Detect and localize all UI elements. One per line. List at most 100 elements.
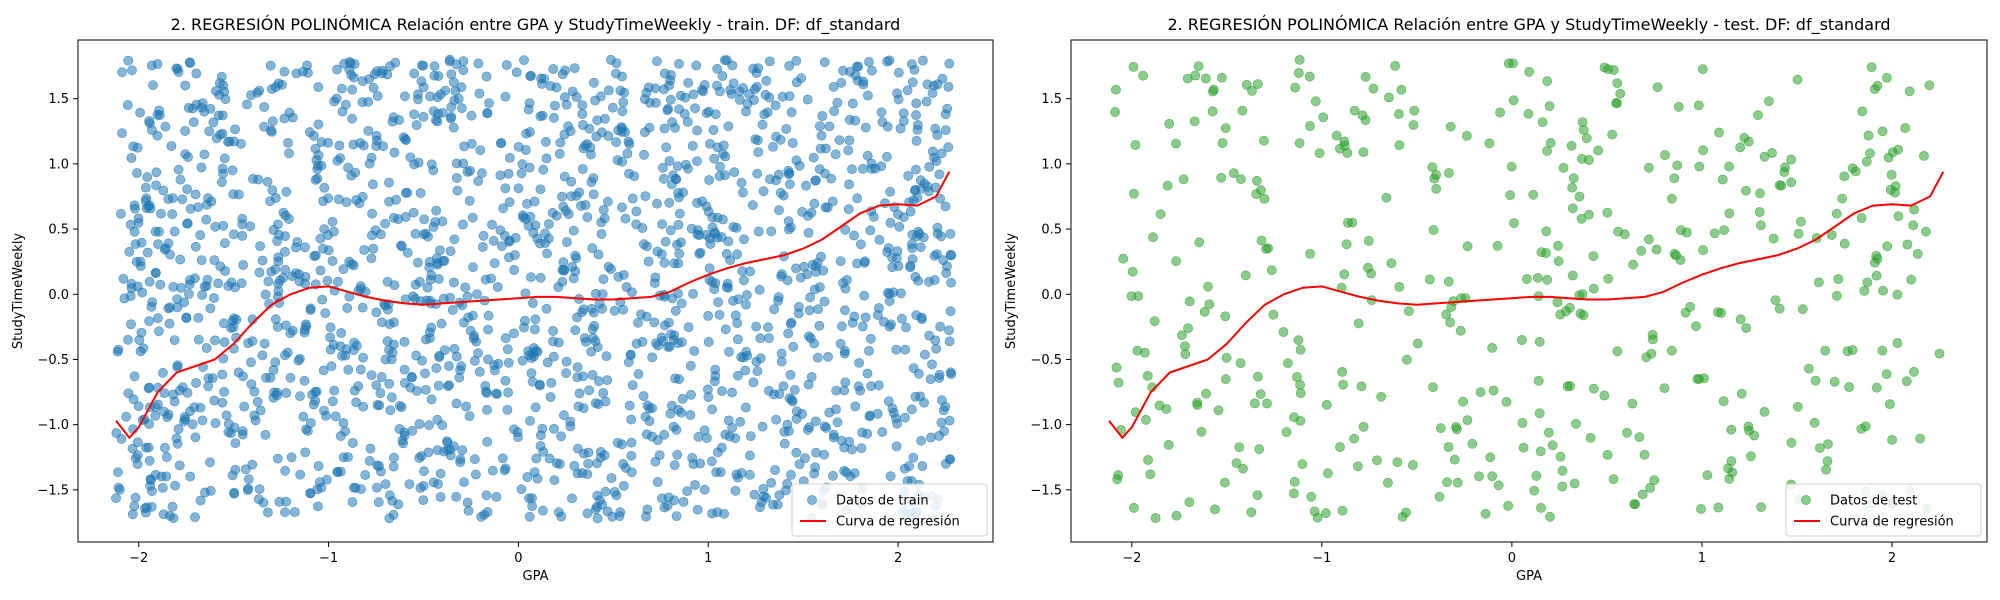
scatter-point xyxy=(783,216,794,226)
scatter-point xyxy=(1691,321,1701,332)
scatter-point xyxy=(132,168,142,178)
scatter-point xyxy=(473,58,484,69)
scatter-point xyxy=(709,228,720,239)
scatter-point xyxy=(246,379,257,389)
scatter-point xyxy=(764,92,775,103)
scatter-point xyxy=(626,414,637,425)
scatter-point xyxy=(1697,64,1708,74)
scatter-point xyxy=(483,354,493,365)
scatter-point xyxy=(230,124,240,135)
scatter-point xyxy=(152,110,163,120)
scatter-point xyxy=(701,229,712,240)
scatter-point xyxy=(419,466,429,477)
scatter-point xyxy=(298,411,309,422)
scatter-point xyxy=(944,58,955,69)
scatter-point xyxy=(338,418,349,428)
scatter-point xyxy=(570,266,581,276)
scatter-point xyxy=(519,55,529,66)
scatter-point xyxy=(143,383,154,394)
scatter-point xyxy=(911,98,922,109)
scatter-point xyxy=(281,186,292,197)
scatter-point xyxy=(260,429,271,440)
scatter-point xyxy=(900,344,910,355)
scatter-point xyxy=(295,391,305,401)
scatter-point xyxy=(411,385,422,396)
scatter-point xyxy=(1442,477,1452,488)
scatter-point xyxy=(166,141,177,151)
scatter-point xyxy=(475,145,486,155)
scatter-point xyxy=(502,404,513,415)
scatter-point xyxy=(541,303,552,314)
scatter-point xyxy=(1567,270,1578,281)
scatter-point xyxy=(387,347,398,358)
legend-label-curve: Curva de regresión xyxy=(1830,515,1954,530)
scatter-point xyxy=(1475,387,1486,397)
scatter-point xyxy=(608,102,618,113)
scatter-point xyxy=(721,282,732,293)
scatter-point xyxy=(285,328,296,338)
scatter-point xyxy=(528,227,539,238)
scatter-point xyxy=(1820,345,1831,356)
scatter-point xyxy=(332,466,343,477)
scatter-point xyxy=(761,492,771,503)
scatter-point xyxy=(495,225,506,235)
scatter-point xyxy=(752,168,763,179)
scatter-point xyxy=(642,241,652,252)
scatter-point xyxy=(611,490,622,501)
scatter-point xyxy=(267,116,278,127)
scatter-point xyxy=(387,495,398,506)
scatter-point xyxy=(272,453,283,464)
scatter-point xyxy=(197,290,207,300)
scatter-point xyxy=(151,180,161,191)
scatter-point xyxy=(854,357,864,368)
scatter-point xyxy=(201,343,212,353)
scatter-point xyxy=(709,284,720,295)
scatter-point xyxy=(857,427,867,438)
scatter-point xyxy=(469,454,480,465)
scatter-point xyxy=(1881,369,1892,379)
scatter-point xyxy=(1541,226,1552,237)
scatter-point xyxy=(1522,274,1532,284)
scatter-point xyxy=(824,121,835,132)
scatter-point xyxy=(713,297,723,307)
scatter-point xyxy=(944,325,954,336)
scatter-point xyxy=(259,338,270,349)
scatter-point xyxy=(811,447,821,458)
scatter-point xyxy=(418,495,429,505)
scatter-point xyxy=(406,371,417,382)
scatter-point xyxy=(148,80,158,90)
scatter-point xyxy=(116,208,126,219)
scatter-point xyxy=(945,306,956,317)
scatter-point xyxy=(804,422,815,433)
scatter-point xyxy=(1588,283,1599,294)
scatter-point xyxy=(228,229,239,240)
scatter-point xyxy=(412,257,423,268)
scatter-point xyxy=(691,60,702,71)
scatter-point xyxy=(447,305,458,315)
scatter-point xyxy=(302,60,312,71)
scatter-point xyxy=(652,435,663,445)
scatter-point xyxy=(862,368,873,379)
scatter-point xyxy=(233,367,244,378)
scatter-point xyxy=(210,335,220,346)
scatter-point xyxy=(1163,439,1174,450)
scatter-point xyxy=(1648,334,1658,345)
y-tick-label: 0.0 xyxy=(1041,288,1062,303)
y-tick-label: 0.5 xyxy=(48,223,69,238)
scatter-point xyxy=(416,76,427,87)
scatter-point xyxy=(585,142,596,153)
scatter-point xyxy=(598,274,609,284)
scatter-point xyxy=(725,255,735,266)
scatter-point xyxy=(1266,265,1277,275)
scatter-point xyxy=(720,429,731,440)
scatter-point xyxy=(934,169,945,180)
scatter-point xyxy=(818,265,829,276)
scatter-point xyxy=(136,237,147,248)
scatter-point xyxy=(327,216,338,227)
scatter-point xyxy=(758,483,769,494)
scatter-point xyxy=(555,137,566,148)
scatter-point xyxy=(1204,299,1215,310)
scatter-point xyxy=(556,431,566,442)
scatter-point xyxy=(330,411,341,422)
scatter-point xyxy=(777,269,787,280)
